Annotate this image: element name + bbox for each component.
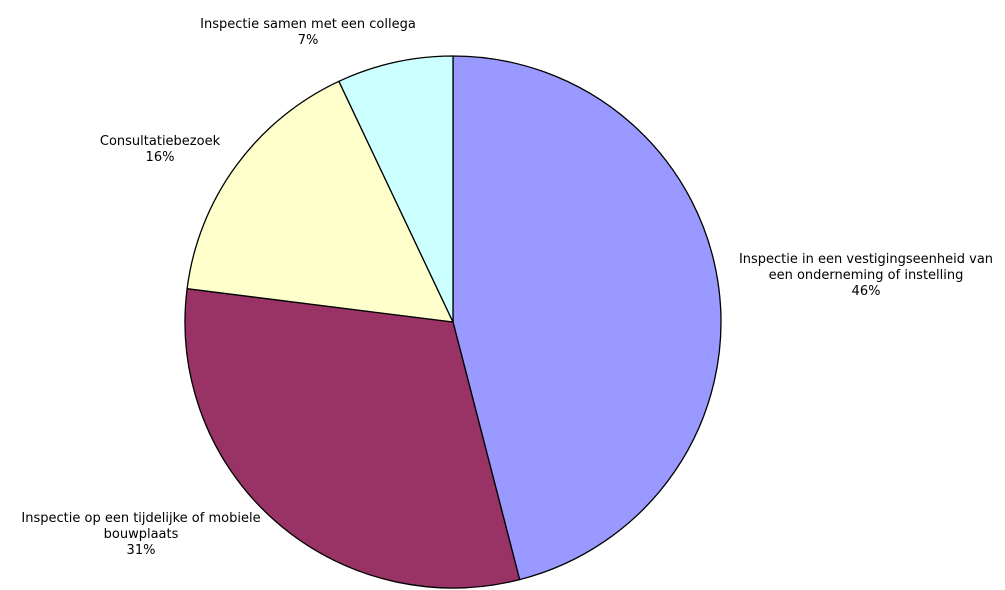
- pie-slice-label-0: Inspectie in een vestigingseenheid van ee…: [739, 252, 993, 299]
- pie-slice-label-line: bouwplaats: [104, 527, 179, 542]
- pie-slice-0: [452, 55, 722, 581]
- pie-slice-3: [338, 55, 454, 323]
- pie-slice-label-line: Inspectie in een vestigingseenheid van: [739, 252, 993, 267]
- pie-labels: Inspectie in een vestigingseenheid van ee…: [21, 17, 993, 558]
- pie-slice-label-line: Inspectie samen met een collega: [200, 17, 416, 32]
- pie-slice-label-3: Inspectie samen met een collega 7%: [200, 17, 416, 48]
- pie-slice-value-label: 7%: [298, 33, 319, 48]
- pie-slice-1: [184, 287, 521, 589]
- pie-slice-2: [186, 80, 455, 323]
- pie-slice-label-2: Consultatiebezoek 16%: [100, 134, 221, 165]
- pie-slice-value-label: 46%: [852, 284, 881, 299]
- pie-slice-value-label: 16%: [146, 150, 175, 165]
- pie-slice-label-line: een onderneming of instelling: [769, 268, 964, 283]
- pie-slice-label-1: Inspectie op een tijdelijke of mobiele bo…: [21, 511, 260, 558]
- pie-slice-label-line: Inspectie op een tijdelijke of mobiele: [21, 511, 260, 526]
- pie-slice-value-label: 31%: [127, 543, 156, 558]
- pie-slice-label-line: Consultatiebezoek: [100, 134, 221, 149]
- pie-slices: [184, 55, 722, 589]
